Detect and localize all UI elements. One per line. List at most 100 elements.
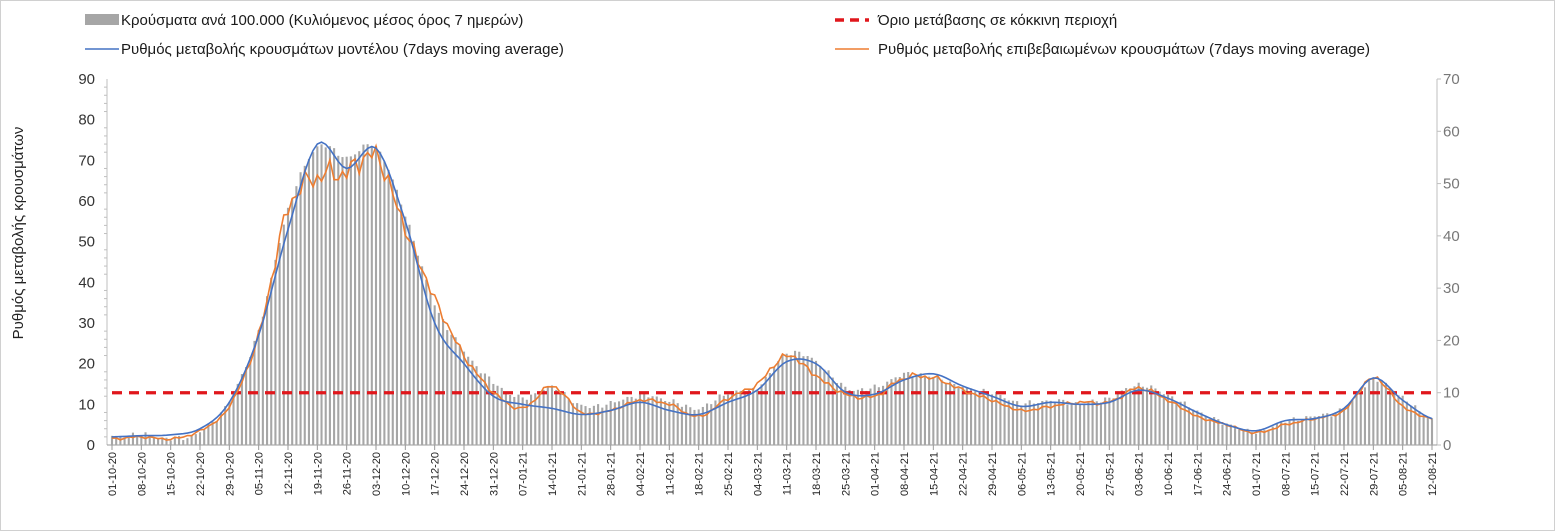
bar: [1225, 423, 1228, 445]
bar: [1041, 401, 1044, 445]
bar: [421, 266, 424, 445]
bar: [1426, 417, 1429, 445]
bar: [714, 400, 717, 445]
bar: [530, 394, 533, 445]
legend-bars-label: Κρούσματα ανά 100.000 (Κυλιόμενος μέσος …: [121, 12, 523, 29]
x-tick-label: 06-05-21: [1016, 452, 1028, 496]
bar: [785, 353, 788, 445]
bar: [659, 398, 662, 445]
model-line: [111, 141, 1433, 438]
bar: [1238, 429, 1241, 445]
bar: [303, 165, 306, 445]
bar: [1049, 400, 1052, 445]
bar: [475, 366, 478, 445]
bar: [1355, 394, 1358, 445]
bar: [140, 435, 143, 445]
bar: [1292, 417, 1295, 445]
bar: [1322, 413, 1325, 445]
left-tick-20: 20: [78, 356, 95, 373]
right-tick-10: 10: [1443, 385, 1460, 402]
bar: [1003, 398, 1006, 445]
bar: [877, 387, 880, 445]
bar: [638, 393, 642, 445]
bar: [944, 383, 947, 445]
bar: [182, 440, 185, 445]
bar: [1037, 403, 1040, 445]
line-series: [111, 141, 1433, 441]
bar: [1334, 412, 1337, 445]
bar: [1301, 420, 1304, 445]
x-tick-label: 25-03-21: [840, 452, 852, 496]
bar: [261, 316, 264, 445]
bar: [1183, 401, 1186, 445]
bar: [408, 224, 411, 445]
bar: [324, 147, 327, 445]
bar: [756, 390, 759, 445]
bar: [500, 387, 503, 445]
x-tick-label: 11-02-21: [664, 452, 676, 495]
bar: [890, 379, 893, 445]
bar: [1347, 405, 1350, 445]
x-ticks: 01-10-20 08-10-20 15-10-20 22-10-20 29-10-20…: [107, 445, 1439, 496]
x-tick-label: 25-02-21: [723, 452, 735, 496]
x-tick-label: 29-10-20: [224, 452, 236, 496]
bar: [1213, 417, 1216, 445]
bar: [370, 147, 373, 445]
bar: [1095, 401, 1098, 445]
bar: [203, 429, 206, 445]
bar: [961, 386, 964, 445]
bar: [1389, 388, 1392, 445]
bar: [1246, 428, 1249, 445]
bar: [865, 390, 868, 445]
x-tick-label: 04-03-21: [752, 452, 764, 496]
bar: [1062, 399, 1065, 445]
bar: [362, 144, 365, 445]
bar: [848, 390, 851, 445]
bar: [349, 156, 352, 445]
bar: [286, 207, 290, 445]
bar: [1150, 385, 1153, 445]
bar: [517, 394, 520, 445]
bar: [823, 369, 826, 445]
x-tick-label: 15-07-21: [1310, 452, 1322, 496]
bar: [618, 401, 621, 445]
bar: [735, 390, 738, 445]
bar: [341, 157, 344, 445]
bar: [680, 406, 683, 445]
bar: [1309, 416, 1312, 445]
bar: [1120, 390, 1123, 445]
bar: [685, 404, 688, 445]
bar: [1196, 410, 1199, 445]
bar: [722, 395, 725, 445]
bar: [1125, 388, 1128, 445]
bar: [588, 408, 591, 445]
bar: [1380, 380, 1383, 445]
x-tick-label: 03-12-20: [371, 452, 383, 496]
left-tick-60: 60: [78, 193, 95, 210]
bar: [483, 373, 486, 445]
x-tick-label: 29-07-21: [1368, 452, 1380, 496]
bar: [1422, 416, 1425, 445]
bar: [282, 224, 285, 445]
bar: [844, 386, 847, 445]
bar: [1259, 429, 1262, 445]
bar: [1393, 392, 1396, 445]
bar: [806, 356, 809, 445]
bar: [814, 360, 818, 445]
x-tick-label: 21-01-21: [576, 452, 588, 496]
bar: [1179, 401, 1182, 445]
bar: [995, 391, 998, 445]
bar: [1083, 403, 1086, 445]
bar: [224, 406, 227, 445]
bar: [1280, 421, 1283, 445]
bar: [131, 432, 134, 445]
bar: [915, 374, 918, 445]
bar: [1016, 401, 1019, 445]
bar: [471, 360, 474, 445]
bar: [257, 330, 260, 445]
bar: [1363, 387, 1366, 445]
bar: [1200, 412, 1203, 445]
bar: [613, 402, 616, 445]
bar: [186, 438, 189, 445]
